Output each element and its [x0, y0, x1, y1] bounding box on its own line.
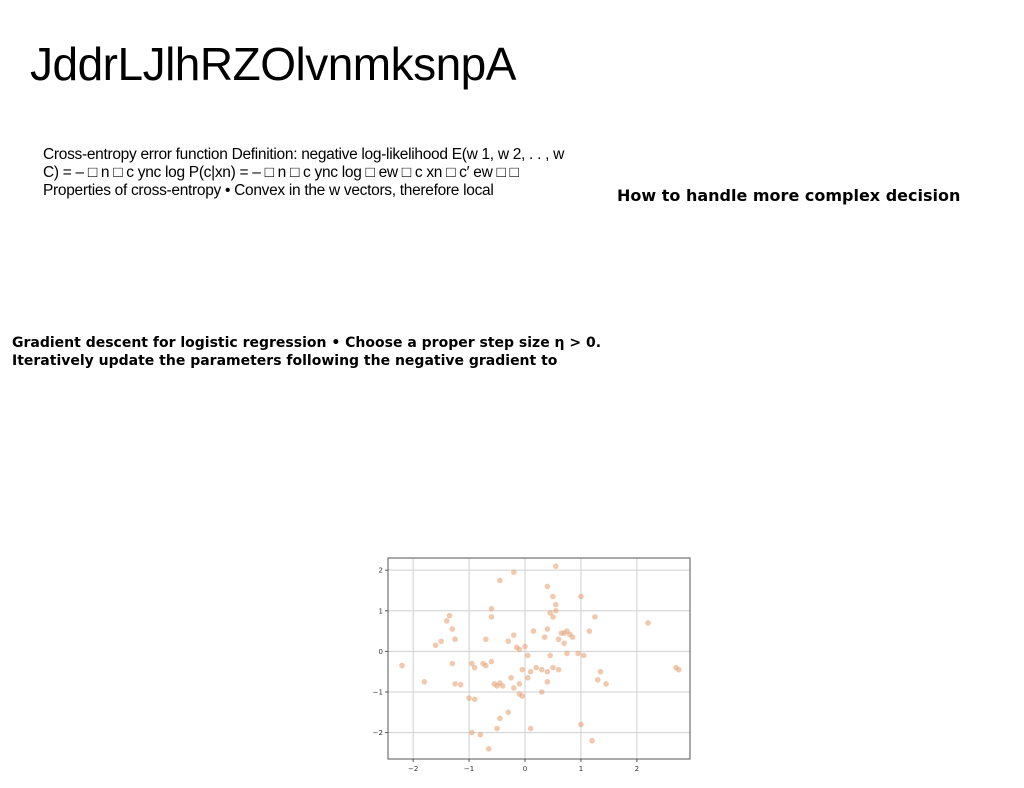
x-tick-label: 0 [523, 765, 527, 773]
scatter-point [575, 650, 581, 657]
scatter-point [452, 681, 458, 687]
scatter-point [550, 614, 556, 620]
gradient-descent-paragraph: Gradient descent for logistic regression… [12, 335, 602, 369]
scatter-point [544, 583, 551, 590]
scatter-point [552, 563, 559, 569]
scatter-point [594, 677, 601, 683]
scatter-point [471, 664, 478, 671]
complex-decision-heading: How to handle more complex decision [617, 186, 961, 205]
scatter-point [494, 725, 500, 732]
scatter-point [511, 685, 517, 691]
y-tick-label: −1 [373, 689, 383, 697]
y-axis-ticks: −2 −1 0 1 2 [373, 567, 388, 737]
scatter-point [592, 614, 598, 620]
scatter-point [485, 746, 492, 752]
scatter-point [399, 662, 405, 669]
scatter-point [555, 636, 562, 643]
scatter-point [421, 679, 428, 685]
scatter-point [525, 674, 531, 681]
scatter-point [589, 737, 595, 744]
scatter-point [547, 652, 553, 659]
scatter-point [443, 618, 450, 624]
scatter-point [645, 620, 651, 626]
scatter-point [578, 721, 584, 728]
scatter-point [483, 636, 489, 643]
scatter-point [569, 634, 576, 640]
scatter-point [519, 693, 526, 699]
scatter-point [552, 601, 559, 608]
scatter-point [522, 643, 528, 650]
scatter-point [452, 636, 458, 643]
scatter-point [449, 660, 456, 667]
scatter-point [466, 695, 472, 701]
scatter-point [432, 642, 439, 649]
scatter-chart: −2 −1 0 1 2 −2 −1 0 1 2 [360, 550, 700, 778]
scatter-point [561, 640, 567, 647]
scatter-point [564, 650, 570, 657]
scatter-point [530, 628, 537, 634]
scatter-point [497, 715, 503, 722]
scatter-point [505, 638, 512, 645]
scatter-point [483, 662, 489, 669]
scatter-point [550, 593, 556, 600]
scatter-point [516, 681, 523, 687]
x-tick-label: 2 [635, 765, 639, 773]
scatter-point [552, 607, 559, 614]
grid-lines [388, 558, 690, 759]
scatter-point [449, 626, 456, 632]
x-axis-ticks: −2 −1 0 1 2 [408, 759, 639, 773]
scatter-point [547, 610, 553, 616]
scatter-point [488, 605, 495, 612]
scatter-point [511, 632, 517, 638]
y-tick-label: 1 [379, 607, 383, 615]
scatter-point [538, 666, 545, 673]
scatter-point [544, 626, 551, 632]
scatter-point [446, 612, 453, 619]
x-tick-label: −1 [464, 765, 474, 773]
scatter-point [538, 689, 545, 695]
x-tick-label: −2 [408, 765, 418, 773]
scatter-point [438, 638, 444, 645]
scatter-plot-svg: −2 −1 0 1 2 −2 −1 0 1 2 [373, 557, 691, 773]
scatter-point [469, 729, 475, 736]
plot-frame [387, 557, 691, 760]
scatter-point [471, 696, 478, 703]
scatter-point [511, 569, 517, 576]
y-tick-label: 2 [379, 567, 383, 575]
scatter-point [555, 666, 562, 673]
scatter-point [527, 668, 534, 675]
scatter-point [477, 731, 484, 738]
scatter-point [597, 668, 604, 675]
scatter-point [519, 666, 526, 673]
scatter-point [541, 634, 548, 640]
scatter-point [603, 681, 609, 687]
cross-entropy-paragraph: Cross-entropy error function Definition:… [43, 146, 564, 199]
scatter-point [586, 628, 593, 634]
scatter-point [544, 679, 551, 685]
y-tick-label: 0 [379, 648, 383, 656]
scatter-point [488, 658, 495, 665]
scatter-point [544, 668, 551, 675]
scatter-point [505, 709, 512, 716]
scatter-point [580, 652, 587, 659]
scatter-point [499, 683, 506, 689]
scatter-point [578, 593, 584, 600]
slide-title: JddrLJlhRZOlvnmksnpA [30, 38, 516, 90]
scatter-point [527, 725, 534, 732]
x-tick-label: 1 [579, 765, 583, 773]
scatter-point [469, 660, 475, 667]
scatter-points [399, 563, 682, 752]
scatter-point [488, 614, 495, 620]
scatter-point [533, 664, 540, 671]
scatter-point [676, 666, 682, 673]
y-tick-label: −2 [373, 729, 383, 737]
scatter-point [516, 646, 523, 653]
scatter-point [550, 664, 556, 671]
scatter-point [525, 652, 531, 659]
scatter-point [497, 577, 503, 584]
scatter-point [508, 674, 514, 681]
scatter-point [457, 681, 464, 688]
